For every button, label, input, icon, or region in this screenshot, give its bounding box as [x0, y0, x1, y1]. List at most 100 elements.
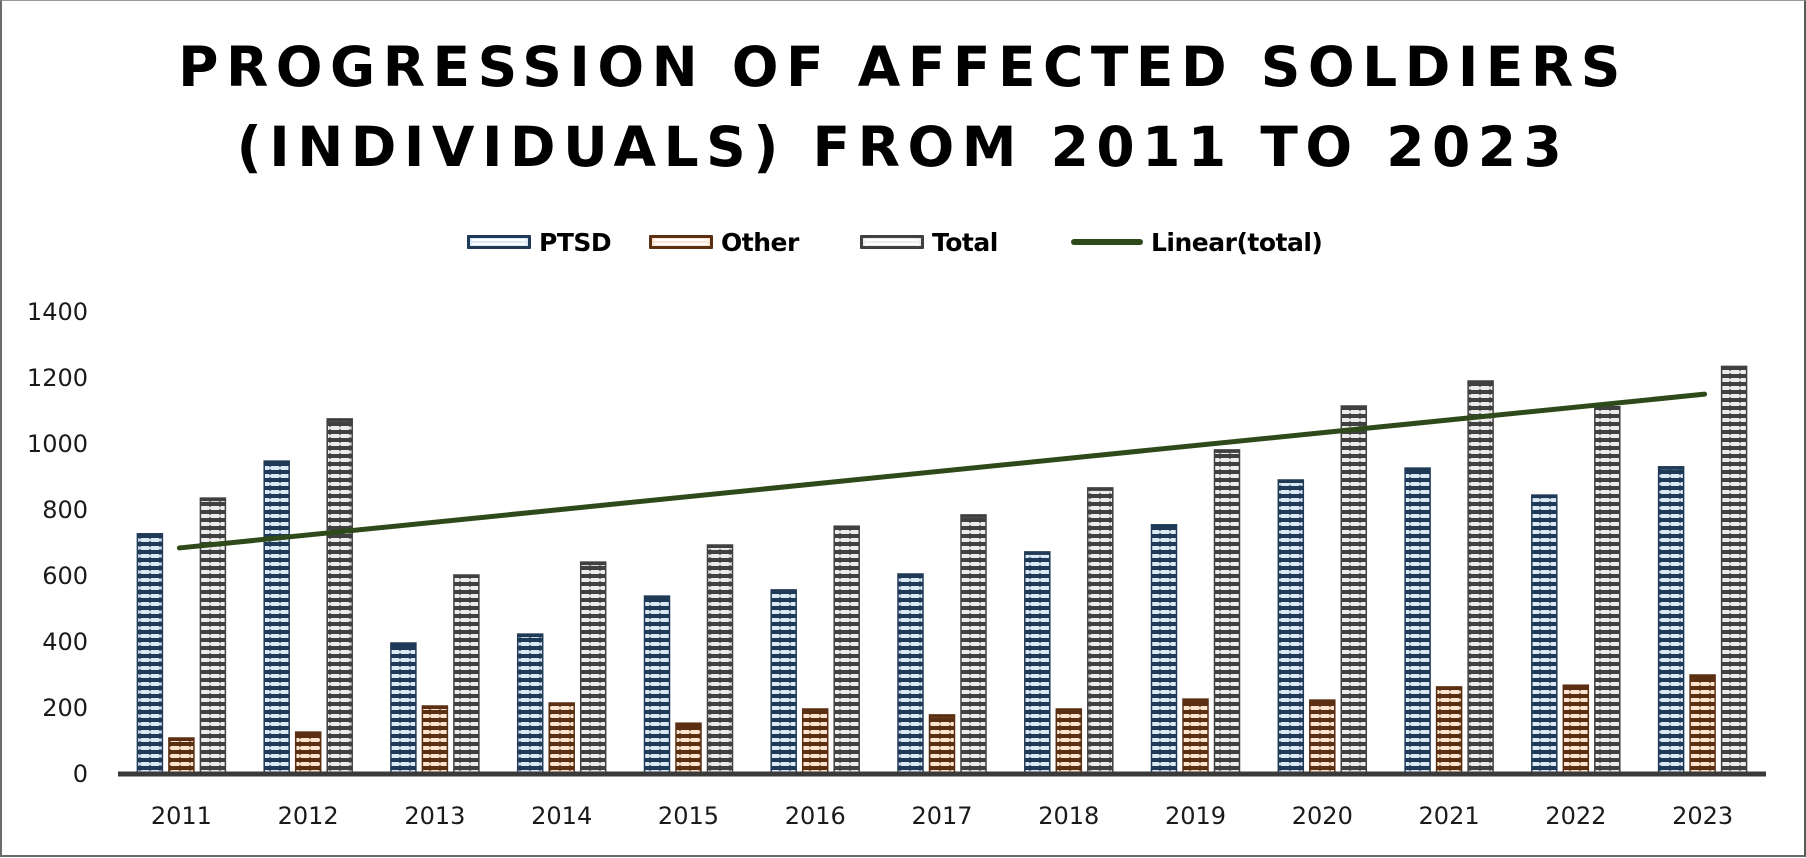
legend-item-linear-total: Linear(total) [1071, 227, 1323, 257]
trendline-linear-total [176, 391, 1708, 551]
x-tick-label: 2013 [404, 802, 465, 830]
bar-other-2021 [1435, 686, 1463, 774]
legend-label-other: Other [721, 227, 799, 257]
x-tick-label: 2016 [785, 802, 846, 830]
y-tick-label: 200 [42, 694, 88, 722]
bar-other-2014 [548, 702, 575, 774]
bar-cap-other-2015 [676, 723, 701, 727]
bar-ptsd-2018 [1024, 551, 1051, 774]
bar-other-2012 [294, 731, 322, 774]
bar-cap-ptsd-2016 [771, 589, 797, 593]
bar-ptsd-2016 [770, 589, 797, 774]
legend-label-linear-total: Linear(total) [1151, 227, 1323, 257]
x-tick-label: 2022 [1545, 802, 1606, 830]
bar-series [136, 365, 1748, 774]
bar-total-2018 [1087, 487, 1114, 774]
bar-cap-ptsd-2019 [1151, 524, 1177, 528]
bar-cap-total-2018 [1087, 487, 1113, 491]
bar-other-2023 [1689, 674, 1716, 774]
x-tick-label: 2015 [658, 802, 719, 830]
bar-cap-total-2022 [1594, 406, 1620, 410]
bar-cap-other-2016 [802, 709, 828, 712]
legend-swatch-other [649, 235, 713, 249]
y-tick-label: 0 [73, 760, 88, 788]
chart-title-line-2: (INDIVIDUALS) FROM 2011 TO 2023 [236, 115, 1570, 179]
legend-item-other: Other [649, 227, 799, 257]
y-tick-label: 600 [42, 562, 88, 590]
bar-other-2011 [168, 737, 195, 774]
x-axis-ticks: 2011 2012 2013 2014 2015 2016 2017 2018 … [151, 802, 1733, 830]
legend-swatch-total [860, 235, 924, 249]
bar-total-2012 [326, 418, 353, 774]
bar-cap-total-2012 [327, 418, 353, 422]
bar-other-2019 [1182, 698, 1209, 774]
y-tick-label: 1400 [27, 298, 88, 326]
bar-cap-total-2017 [961, 514, 986, 518]
y-axis-ticks: 0 200 400 600 800 1000 1200 1400 [27, 298, 88, 788]
bar-other-2013 [421, 705, 449, 774]
bar-ptsd-2013 [390, 642, 417, 774]
bar-other-2015 [675, 722, 702, 774]
bar-total-2015 [706, 544, 734, 774]
legend-swatch-linear-total [1071, 239, 1143, 245]
bar-other-2020 [1309, 699, 1336, 774]
bar-cap-other-2019 [1183, 699, 1208, 703]
bar-ptsd-2014 [516, 633, 544, 774]
x-tick-label: 2020 [1292, 802, 1353, 830]
bar-cap-ptsd-2023 [1658, 466, 1684, 470]
bar-cap-total-2020 [1341, 406, 1367, 409]
bar-other-2016 [801, 708, 829, 774]
x-tick-label: 2012 [278, 802, 339, 830]
bar-cap-ptsd-2021 [1405, 468, 1431, 472]
bar-cap-ptsd-2018 [1024, 551, 1050, 555]
bar-ptsd-2023 [1657, 466, 1685, 774]
x-tick-label: 2014 [531, 802, 592, 830]
bar-cap-other-2013 [422, 706, 448, 709]
x-tick-label: 2018 [1038, 802, 1099, 830]
bar-ptsd-2017 [897, 573, 924, 774]
y-tick-label: 1000 [27, 430, 88, 458]
bar-ptsd-2022 [1531, 494, 1558, 774]
x-tick-label: 2019 [1165, 802, 1226, 830]
bar-cap-total-2016 [834, 526, 860, 530]
bar-other-2022 [1562, 684, 1590, 774]
y-tick-label: 400 [42, 628, 88, 656]
bar-cap-ptsd-2017 [898, 574, 923, 577]
bar-cap-ptsd-2012 [264, 461, 290, 465]
bar-cap-ptsd-2022 [1531, 495, 1557, 499]
y-tick-label: 1200 [27, 364, 88, 392]
bar-other-2018 [1055, 708, 1083, 774]
bar-ptsd-2012 [263, 460, 290, 774]
bar-total-2017 [960, 514, 987, 774]
bar-cap-other-2021 [1436, 686, 1462, 690]
bar-cap-ptsd-2013 [390, 643, 416, 646]
bar-total-2021 [1467, 380, 1494, 774]
legend-swatch-ptsd [467, 235, 531, 249]
y-tick-label: 800 [42, 496, 88, 524]
bar-total-2013 [453, 574, 480, 774]
bar-ptsd-2021 [1404, 467, 1431, 774]
bar-cap-ptsd-2015 [644, 596, 670, 600]
bar-cap-ptsd-2020 [1278, 480, 1304, 483]
bar-cap-other-2017 [929, 714, 955, 718]
bar-cap-total-2011 [200, 498, 226, 502]
bar-total-2014 [579, 561, 607, 774]
bar-cap-other-2018 [1056, 709, 1082, 712]
bar-cap-ptsd-2014 [517, 634, 543, 638]
bar-ptsd-2015 [643, 595, 671, 774]
bar-ptsd-2011 [136, 533, 164, 774]
x-tick-label: 2023 [1672, 802, 1733, 830]
bar-total-2023 [1720, 365, 1748, 774]
legend-item-total: Total [860, 228, 998, 257]
bar-cap-total-2019 [1214, 449, 1240, 453]
bar-total-2011 [199, 497, 227, 774]
bar-cap-ptsd-2011 [137, 533, 163, 537]
bar-cap-total-2014 [580, 562, 606, 566]
x-tick-label: 2021 [1419, 802, 1480, 830]
bar-ptsd-2019 [1150, 524, 1178, 774]
bar-cap-total-2021 [1468, 381, 1494, 384]
bar-total-2016 [833, 525, 860, 774]
bar-cap-other-2020 [1309, 700, 1335, 704]
